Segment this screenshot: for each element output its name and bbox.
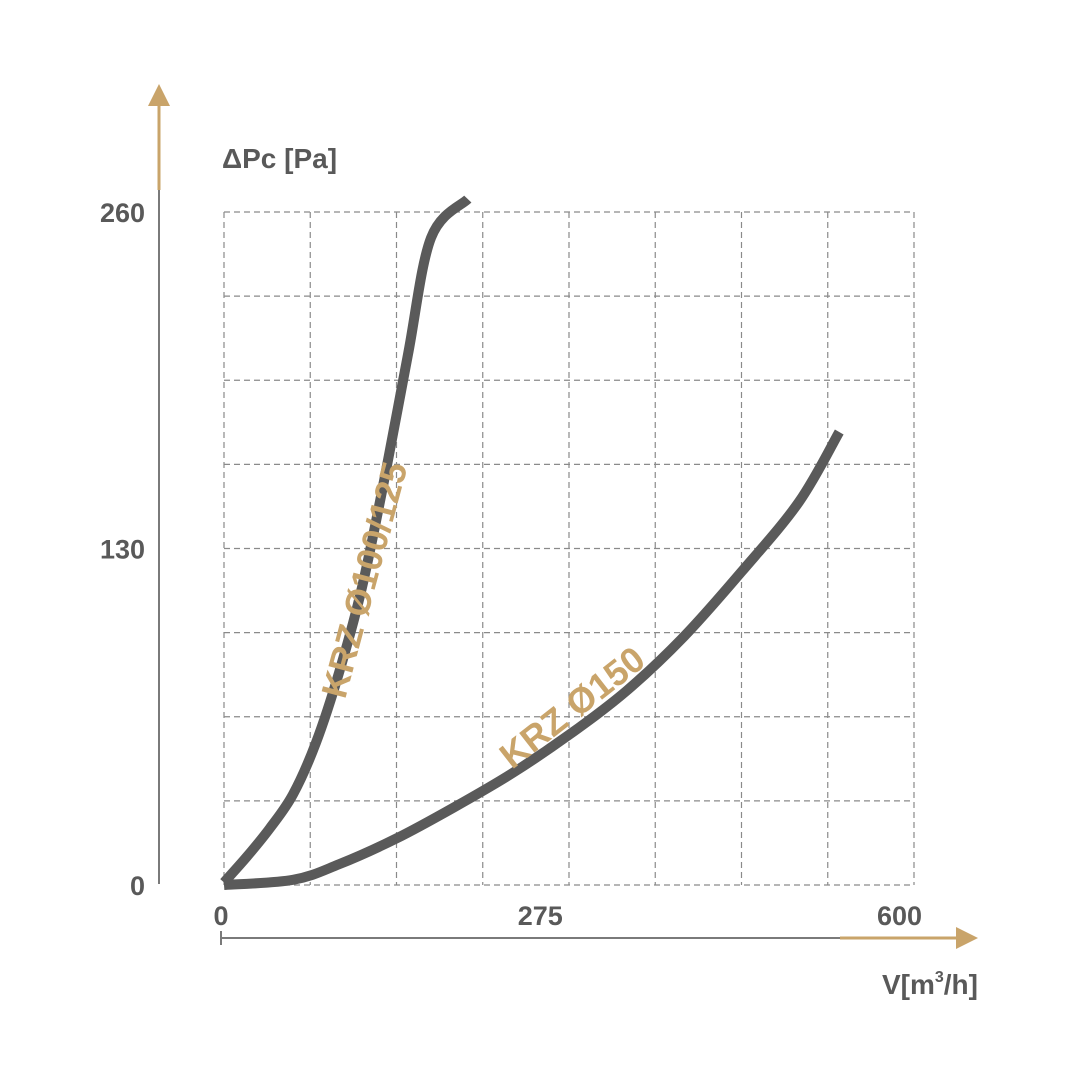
y-tick-label: 260	[100, 198, 145, 228]
y-axis-title: ΔPc [Pa]	[222, 143, 337, 174]
y-tick-label: 0	[130, 871, 145, 901]
x-tick-label: 0	[213, 901, 228, 931]
y-tick-label: 130	[100, 535, 145, 565]
y-axis-arrow-icon	[148, 84, 170, 106]
series-label-2: KRZ Ø150	[492, 638, 653, 776]
series-label-1: KRZ Ø100/125	[313, 458, 415, 702]
grid	[223, 211, 915, 886]
x-tick-label: 275	[518, 901, 563, 931]
x-axis-title: V[m3/h]	[882, 969, 978, 1000]
tick-labels: 0 130 260 0 275 600	[100, 198, 922, 931]
x-axis-title-superscript: 3	[935, 969, 944, 986]
series-line-2	[223, 429, 844, 890]
x-tick-label: 600	[877, 901, 922, 931]
x-axis-arrow-icon	[956, 927, 978, 949]
series-curves	[220, 195, 844, 890]
series-line-1	[220, 195, 472, 886]
